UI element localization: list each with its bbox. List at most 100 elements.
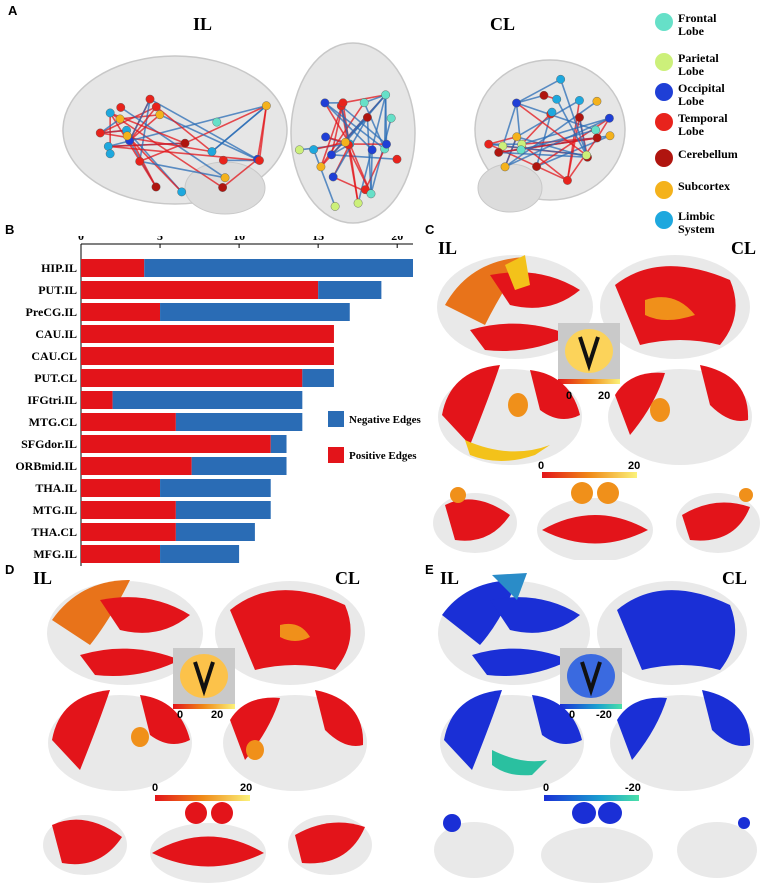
panel-e-inset-tick-low: 0 <box>569 709 576 721</box>
panel-d-bar-tick-high: 20 <box>240 782 253 794</box>
panel-d-inset-tick-low: 0 <box>177 709 184 721</box>
network-edge <box>313 141 346 151</box>
category-label: MTG.IL <box>33 503 77 517</box>
bar-positive <box>81 347 334 365</box>
x-tick-label: 20 <box>391 236 403 243</box>
legend-item: Occipital Lobe <box>655 82 738 108</box>
legend-item: Frontal Lobe <box>655 12 738 38</box>
category-label: PUT.IL <box>38 283 77 297</box>
panel-a-cl-label: CL <box>490 14 516 34</box>
bar-positive <box>81 369 303 387</box>
network-edge <box>324 102 351 145</box>
network-node <box>261 101 271 111</box>
x-tick-label: 0 <box>78 236 84 243</box>
network-node <box>500 162 510 172</box>
network-node <box>516 145 526 155</box>
cerebellum-views <box>43 802 372 883</box>
inset-axial-slice <box>173 648 235 709</box>
network-node <box>498 141 508 151</box>
panel-e-brain-maps <box>434 573 757 883</box>
category-label: HIP.IL <box>41 261 77 275</box>
panel-c-letter: C <box>425 222 435 237</box>
edge-count-bar-chart: 0 5 10 15 20 HIP.IL PUT.IL PreCG.IL CAU.IL CAU.CL… <box>15 236 422 566</box>
network-edge <box>384 94 388 145</box>
network-edge <box>324 102 373 151</box>
network-node <box>95 128 105 138</box>
network-node <box>330 202 340 211</box>
network-edge <box>312 149 336 207</box>
network-node <box>386 113 396 123</box>
network-node <box>220 173 230 183</box>
medial-left-surface <box>438 365 582 465</box>
network-node <box>563 176 572 185</box>
legend-swatch <box>655 13 673 31</box>
network-edge <box>559 79 589 158</box>
bar-negative <box>191 457 287 475</box>
network-node <box>105 149 115 159</box>
bar-negative <box>160 545 240 563</box>
network-node <box>363 113 372 122</box>
legend-swatch <box>655 83 673 101</box>
network-edge <box>502 102 518 147</box>
network-node <box>341 137 350 147</box>
network-node <box>320 98 330 108</box>
category-label: ORBmid.IL <box>15 459 77 473</box>
network-edge <box>119 113 160 120</box>
network-node <box>353 198 363 208</box>
network-edge <box>504 117 610 168</box>
panel-c-il-label: IL <box>438 238 458 258</box>
network-node <box>115 114 125 124</box>
lateral-left-surface <box>47 580 203 685</box>
panel-e-bar-tick-low: 0 <box>543 782 550 794</box>
panel-c-inset-tick-high: 20 <box>598 390 611 402</box>
network-edge <box>370 149 373 194</box>
bar-positive <box>81 457 192 475</box>
panel-d-cl-label: CL <box>335 568 361 588</box>
network-edge <box>331 153 398 161</box>
bar-positive <box>81 281 319 299</box>
network-node <box>381 90 391 100</box>
bar-negative <box>160 479 271 497</box>
lateral-left-surface <box>438 573 590 685</box>
network-node <box>207 147 217 157</box>
medial-right-surface <box>608 365 752 465</box>
panel-d-inset-tick-high: 20 <box>211 709 224 721</box>
network-node <box>592 96 602 106</box>
lateral-right-surface <box>600 255 750 359</box>
network-node <box>177 187 187 197</box>
medial-left-surface <box>440 690 584 791</box>
network-node <box>532 162 541 171</box>
bar-positive <box>81 501 176 519</box>
network-edge <box>184 105 267 144</box>
category-label: PUT.CL <box>34 371 77 385</box>
lateral-right-surface <box>215 581 365 685</box>
panel-e-bar-tick-high: -20 <box>625 782 641 794</box>
network-node <box>604 113 614 123</box>
legend-swatch <box>655 181 673 199</box>
legend-label: Limbic System <box>678 209 715 236</box>
network-node <box>512 98 521 108</box>
network-edge <box>330 94 387 156</box>
network-edge <box>566 137 598 181</box>
bar-negative <box>175 501 271 519</box>
panel-b-letter: B <box>5 222 15 237</box>
network-edge <box>324 102 386 150</box>
legend-label: Cerebellum <box>678 147 738 161</box>
legend-label: Subcortex <box>678 179 730 193</box>
network-node <box>151 102 161 112</box>
network-edge <box>108 142 186 148</box>
category-label: PreCG.IL <box>26 305 77 319</box>
network-node <box>382 139 391 149</box>
bar-positive <box>81 545 161 563</box>
network-edge <box>498 137 598 154</box>
panel-e-inset-tick-high: -20 <box>596 709 612 721</box>
bar-positive <box>81 435 271 453</box>
panel-d-bar-tick-low: 0 <box>152 782 159 794</box>
legend-label: Frontal Lobe <box>678 11 717 38</box>
network-edge <box>516 102 587 156</box>
bar-negative <box>175 413 303 431</box>
network-node <box>366 189 376 199</box>
colorbar <box>155 795 250 801</box>
network-edge <box>556 98 589 158</box>
legend-item: Limbic System <box>655 210 738 236</box>
